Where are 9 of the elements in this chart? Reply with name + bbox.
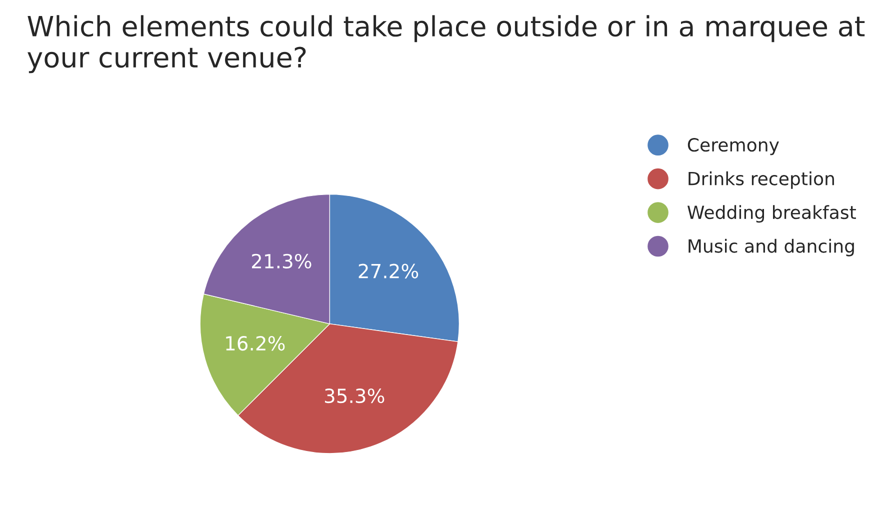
data-label: 21.3% xyxy=(252,254,312,269)
data-label: 27.2% xyxy=(358,264,418,278)
data-label: 16.2% xyxy=(226,336,285,351)
chart-title: Which elements could take place outside or in a marquee at your current venue? xyxy=(28,15,865,74)
legend-label: Ceremony xyxy=(688,138,779,156)
legend-label: Music and dancing xyxy=(688,238,854,256)
data-label: 35.3% xyxy=(324,388,384,404)
legend-label: Wedding breakfast xyxy=(687,205,856,223)
legend-label: Drinks reception xyxy=(688,171,834,189)
